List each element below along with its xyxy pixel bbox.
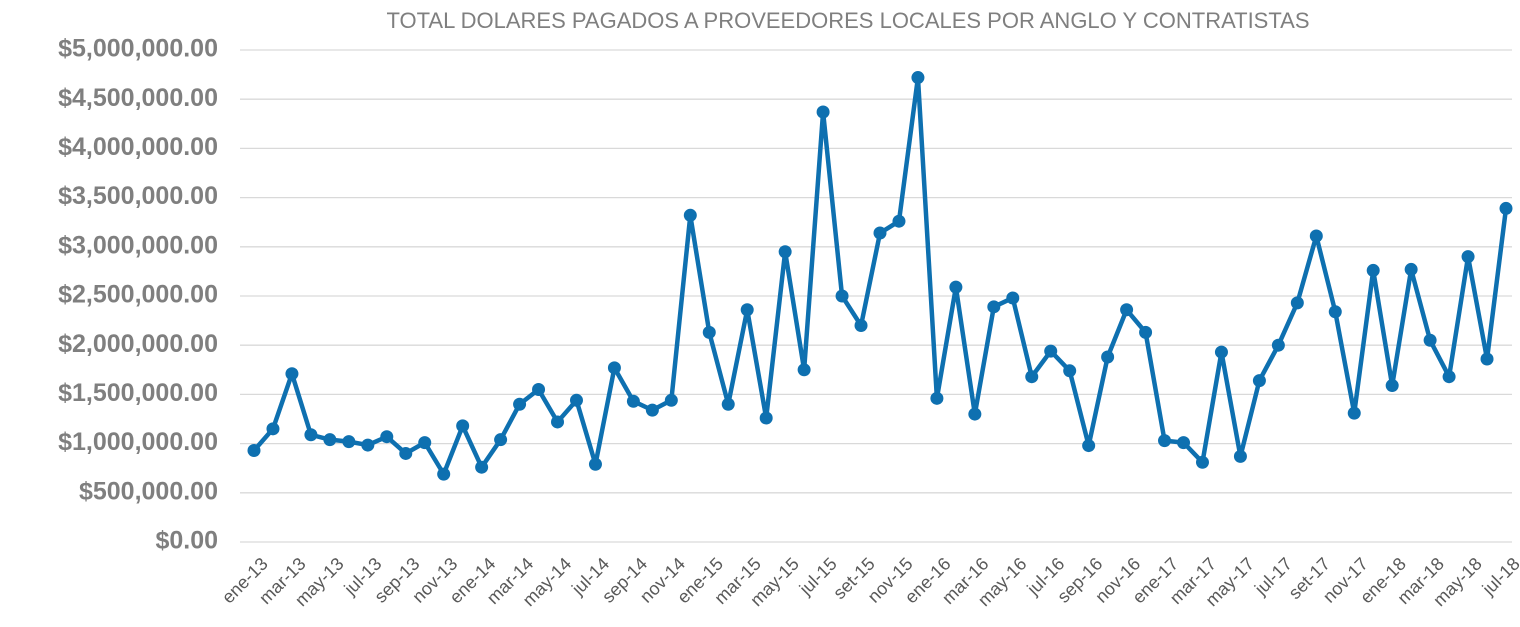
- point: [1177, 436, 1191, 450]
- point: [1309, 229, 1323, 243]
- point: [740, 303, 754, 317]
- point: [1461, 250, 1475, 264]
- point: [266, 422, 280, 436]
- y-tick-label: $2,000,000.00: [58, 330, 218, 358]
- point: [304, 428, 318, 442]
- point: [532, 382, 546, 396]
- point: [1252, 374, 1266, 388]
- point: [987, 300, 1001, 314]
- point: [835, 289, 849, 303]
- point: [1328, 305, 1342, 319]
- y-tick-label: $0.00: [155, 527, 218, 555]
- point: [1025, 370, 1039, 384]
- point: [1385, 379, 1399, 393]
- point: [1214, 345, 1228, 359]
- point: [702, 325, 716, 339]
- point: [380, 430, 394, 444]
- point: [1120, 303, 1134, 317]
- point: [721, 397, 735, 411]
- y-tick-label: $5,000,000.00: [58, 35, 218, 63]
- point: [1404, 262, 1418, 276]
- point: [626, 394, 640, 408]
- point: [968, 407, 982, 421]
- point: [1195, 455, 1209, 469]
- point: [759, 411, 773, 425]
- point: [1499, 201, 1513, 215]
- point: [1271, 338, 1285, 352]
- point: [513, 397, 527, 411]
- point: [892, 214, 906, 228]
- y-tick-label: $3,500,000.00: [58, 182, 218, 210]
- point: [949, 280, 963, 294]
- point: [1442, 370, 1456, 384]
- point: [456, 419, 470, 433]
- point: [1423, 333, 1437, 347]
- point: [1063, 364, 1077, 378]
- point: [1006, 291, 1020, 305]
- point: [361, 438, 375, 452]
- point: [323, 433, 337, 447]
- x-tick-label: jul-18: [1478, 554, 1520, 600]
- y-tick-label: $3,000,000.00: [58, 231, 218, 259]
- point: [1082, 439, 1096, 453]
- y-tick-label: $4,000,000.00: [58, 133, 218, 161]
- line: [252, 75, 1509, 477]
- y-tick-label: $1,000,000.00: [58, 428, 218, 456]
- point: [930, 391, 944, 405]
- point: [285, 367, 299, 381]
- chart-title: TOTAL DOLARES PAGADOS A PROVEEDORES LOCA…: [386, 8, 1309, 33]
- y-tick-label: $1,500,000.00: [58, 379, 218, 407]
- point: [1480, 352, 1494, 366]
- point: [418, 436, 432, 450]
- point: [588, 457, 602, 471]
- point: [1158, 434, 1172, 448]
- point: [1101, 350, 1115, 364]
- point: [437, 467, 451, 481]
- point: [1139, 325, 1153, 339]
- point: [1044, 344, 1058, 358]
- y-tick-label: $4,500,000.00: [58, 84, 218, 112]
- point: [1233, 449, 1247, 463]
- point: [854, 319, 868, 333]
- point: [797, 363, 811, 377]
- point: [342, 435, 356, 449]
- point: [683, 208, 697, 222]
- y-tick-label: $500,000.00: [79, 477, 218, 505]
- point: [551, 415, 565, 429]
- point: [1366, 263, 1380, 277]
- point: [247, 443, 261, 457]
- point: [778, 245, 792, 259]
- point: [494, 433, 508, 447]
- point: [475, 460, 489, 474]
- point: [1347, 406, 1361, 420]
- point: [569, 393, 583, 407]
- point: [816, 105, 830, 119]
- y-tick-label: $2,500,000.00: [58, 281, 218, 309]
- point: [399, 446, 413, 460]
- point: [607, 361, 621, 375]
- point: [645, 403, 659, 417]
- point: [664, 393, 678, 407]
- point: [911, 71, 925, 85]
- point: [873, 226, 887, 240]
- point: [1290, 296, 1304, 310]
